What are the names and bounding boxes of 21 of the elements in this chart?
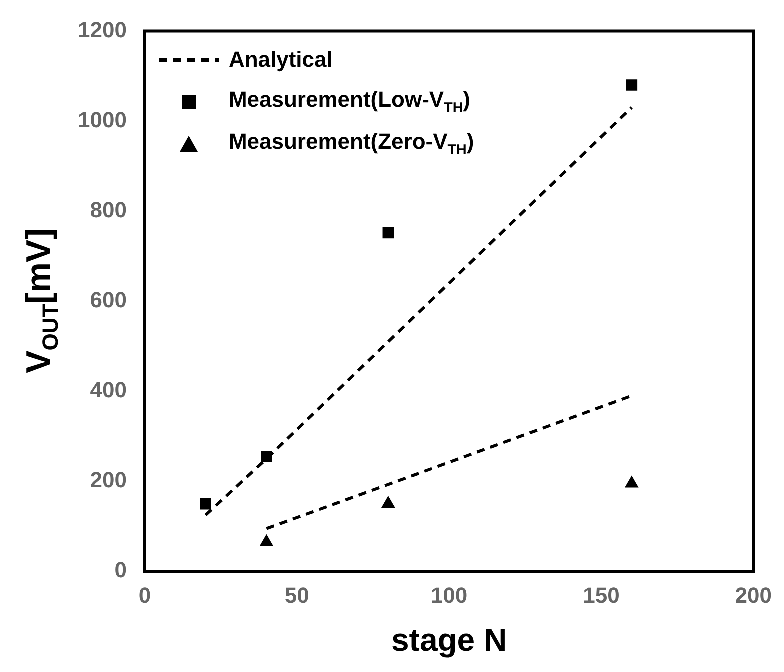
point — [260, 534, 274, 546]
x-tick-label: 0 — [138, 582, 152, 608]
x-tick-label: 100 — [430, 582, 468, 608]
x-tick-label: 200 — [735, 582, 772, 608]
y-tick-label: 400 — [90, 378, 127, 403]
y-tick-label: 600 — [90, 287, 127, 312]
point — [626, 80, 638, 91]
y-tick-label: 0 — [114, 558, 127, 583]
point — [381, 496, 396, 508]
y-tick-label: 200 — [90, 468, 127, 493]
legend-label: Analytical — [228, 47, 333, 74]
y-tick-label: 1200 — [78, 17, 127, 42]
y-tick-label: 800 — [90, 197, 127, 222]
x-axis-title: stage N — [390, 622, 508, 659]
point — [624, 476, 639, 488]
legend-label: Measurement(Zero-V$_{TH}$) — [228, 129, 474, 159]
point — [382, 227, 394, 239]
x-tick-label: 50 — [284, 582, 310, 608]
y-tick-label: 1000 — [78, 107, 127, 132]
x-tick-label: 150 — [583, 582, 620, 608]
legend-label: Measurement(Low-V$_{TH}$) — [228, 87, 470, 117]
